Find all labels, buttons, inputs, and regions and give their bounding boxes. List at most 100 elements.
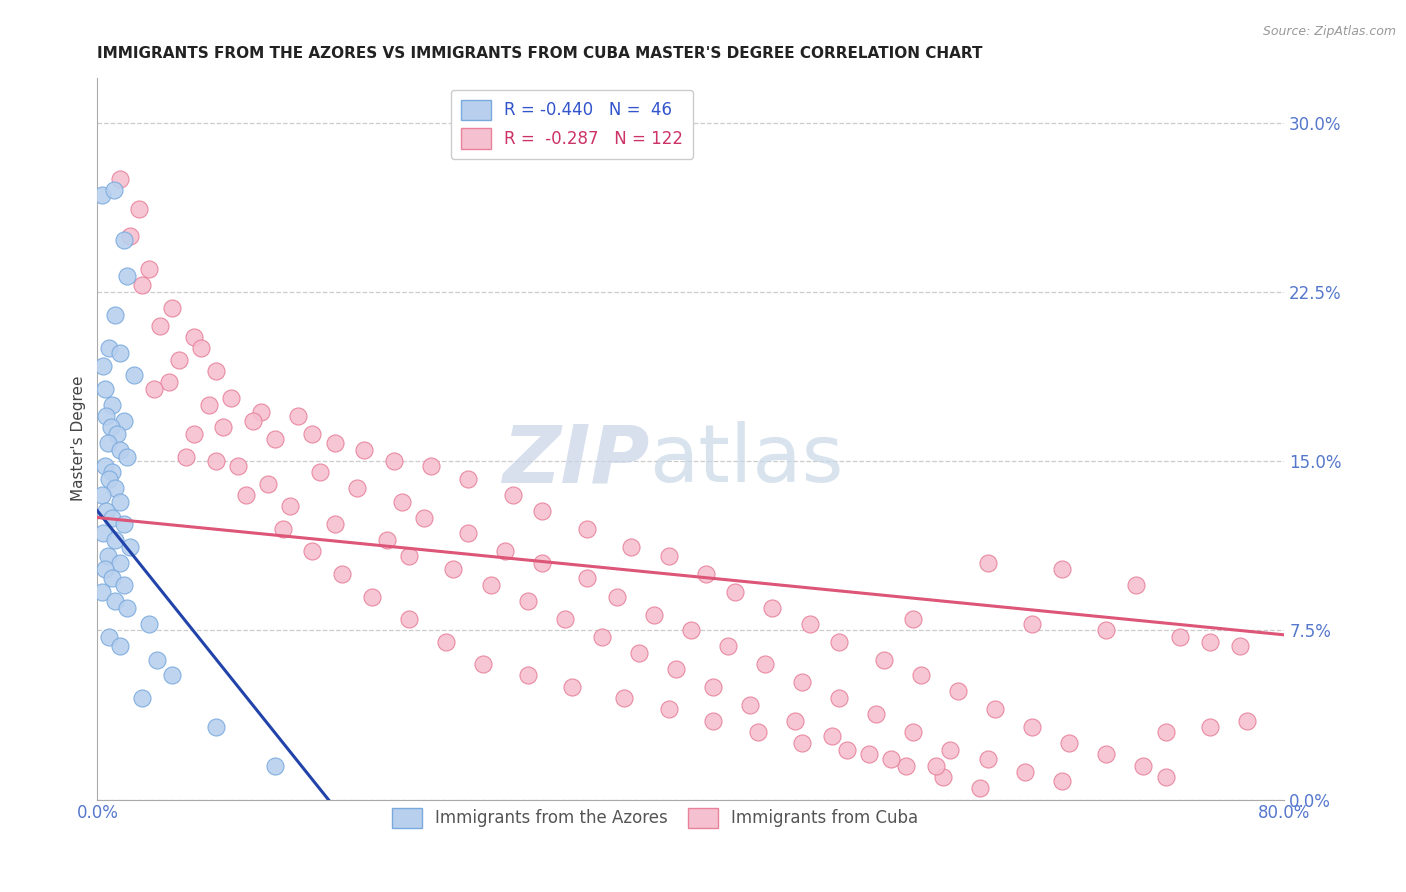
Point bbox=[398, 612, 420, 626]
Point bbox=[903, 724, 925, 739]
Point bbox=[443, 562, 465, 576]
Point bbox=[183, 427, 205, 442]
Point bbox=[434, 634, 457, 648]
Point bbox=[145, 653, 167, 667]
Point bbox=[278, 500, 301, 514]
Point bbox=[205, 364, 228, 378]
Point bbox=[561, 680, 583, 694]
Point bbox=[627, 646, 650, 660]
Point bbox=[104, 308, 127, 322]
Point bbox=[138, 616, 160, 631]
Point bbox=[118, 540, 141, 554]
Point bbox=[516, 668, 538, 682]
Point bbox=[96, 409, 118, 423]
Point bbox=[108, 172, 131, 186]
Point bbox=[932, 770, 955, 784]
Point bbox=[101, 510, 124, 524]
Point bbox=[124, 368, 146, 383]
Point bbox=[98, 342, 121, 356]
Point bbox=[91, 359, 114, 374]
Point bbox=[219, 391, 242, 405]
Point bbox=[309, 466, 332, 480]
Point bbox=[90, 188, 112, 202]
Point bbox=[96, 504, 118, 518]
Point bbox=[412, 510, 434, 524]
Point bbox=[761, 600, 783, 615]
Point bbox=[131, 691, 153, 706]
Text: IMMIGRANTS FROM THE AZORES VS IMMIGRANTS FROM CUBA MASTER'S DEGREE CORRELATION C: IMMIGRANTS FROM THE AZORES VS IMMIGRANTS… bbox=[97, 46, 983, 62]
Point bbox=[375, 533, 398, 547]
Point bbox=[242, 413, 264, 427]
Point bbox=[101, 398, 124, 412]
Point bbox=[516, 594, 538, 608]
Point bbox=[149, 318, 172, 333]
Point bbox=[494, 544, 516, 558]
Point bbox=[502, 488, 524, 502]
Point bbox=[924, 758, 946, 772]
Point bbox=[531, 556, 554, 570]
Point bbox=[1050, 562, 1073, 576]
Point bbox=[880, 752, 903, 766]
Point bbox=[112, 578, 135, 592]
Point bbox=[382, 454, 405, 468]
Point bbox=[97, 549, 120, 563]
Point bbox=[479, 578, 502, 592]
Point bbox=[702, 680, 724, 694]
Point bbox=[790, 736, 813, 750]
Point bbox=[903, 612, 925, 626]
Point bbox=[167, 352, 190, 367]
Text: Source: ZipAtlas.com: Source: ZipAtlas.com bbox=[1263, 25, 1396, 38]
Point bbox=[658, 702, 681, 716]
Point bbox=[984, 702, 1007, 716]
Point bbox=[1236, 714, 1258, 728]
Point bbox=[420, 458, 443, 473]
Point bbox=[257, 476, 280, 491]
Point bbox=[157, 375, 180, 389]
Point bbox=[118, 228, 141, 243]
Point bbox=[301, 427, 323, 442]
Text: ZIP: ZIP bbox=[502, 421, 650, 500]
Point bbox=[910, 668, 932, 682]
Point bbox=[457, 526, 479, 541]
Point bbox=[1050, 774, 1073, 789]
Point bbox=[620, 540, 643, 554]
Point bbox=[821, 730, 844, 744]
Point bbox=[112, 233, 135, 247]
Point bbox=[828, 634, 851, 648]
Point bbox=[101, 571, 124, 585]
Point bbox=[197, 398, 219, 412]
Point bbox=[108, 495, 131, 509]
Point bbox=[108, 442, 131, 457]
Point bbox=[472, 657, 495, 672]
Point bbox=[323, 517, 346, 532]
Point bbox=[264, 432, 287, 446]
Point bbox=[108, 639, 131, 653]
Point bbox=[554, 612, 576, 626]
Point bbox=[783, 714, 806, 728]
Point bbox=[1014, 765, 1036, 780]
Point bbox=[828, 691, 851, 706]
Point bbox=[1132, 758, 1154, 772]
Point bbox=[97, 436, 120, 450]
Point bbox=[1154, 724, 1177, 739]
Point bbox=[360, 590, 382, 604]
Point bbox=[894, 758, 917, 772]
Point bbox=[865, 706, 887, 721]
Point bbox=[1021, 616, 1043, 631]
Point bbox=[790, 675, 813, 690]
Point bbox=[346, 481, 368, 495]
Point bbox=[226, 458, 249, 473]
Point bbox=[606, 590, 628, 604]
Point bbox=[575, 571, 598, 585]
Point bbox=[754, 657, 776, 672]
Point bbox=[665, 662, 688, 676]
Point bbox=[235, 488, 257, 502]
Point bbox=[160, 301, 183, 315]
Point bbox=[94, 382, 117, 396]
Point bbox=[100, 420, 122, 434]
Point bbox=[575, 522, 598, 536]
Point bbox=[717, 639, 740, 653]
Point bbox=[90, 488, 112, 502]
Point bbox=[176, 450, 198, 464]
Point bbox=[104, 481, 127, 495]
